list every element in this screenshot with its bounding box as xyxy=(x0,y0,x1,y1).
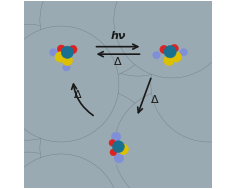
Circle shape xyxy=(111,48,234,170)
Circle shape xyxy=(114,90,230,189)
Circle shape xyxy=(114,10,236,133)
Circle shape xyxy=(67,70,72,75)
Circle shape xyxy=(111,48,234,170)
Circle shape xyxy=(160,45,168,54)
Circle shape xyxy=(85,0,208,55)
Circle shape xyxy=(114,10,236,133)
Circle shape xyxy=(180,49,187,56)
Circle shape xyxy=(115,133,119,138)
Circle shape xyxy=(57,45,65,53)
Circle shape xyxy=(114,0,230,78)
Circle shape xyxy=(4,0,127,41)
Circle shape xyxy=(171,52,181,62)
Text: Δ: Δ xyxy=(151,95,158,105)
Circle shape xyxy=(114,154,124,163)
Circle shape xyxy=(86,0,208,55)
Circle shape xyxy=(63,64,70,71)
Circle shape xyxy=(3,26,119,142)
Circle shape xyxy=(40,90,156,189)
Circle shape xyxy=(29,0,151,55)
Text: Δ: Δ xyxy=(74,90,81,99)
Text: Δ: Δ xyxy=(114,57,122,67)
Circle shape xyxy=(0,0,74,104)
Circle shape xyxy=(189,51,194,56)
Circle shape xyxy=(195,25,236,147)
Circle shape xyxy=(69,45,77,54)
Circle shape xyxy=(61,70,66,75)
Circle shape xyxy=(149,51,153,56)
Circle shape xyxy=(126,0,236,89)
Circle shape xyxy=(203,0,236,60)
Circle shape xyxy=(6,0,122,76)
Circle shape xyxy=(0,10,123,133)
Circle shape xyxy=(126,0,236,89)
Circle shape xyxy=(62,0,185,36)
Circle shape xyxy=(153,51,160,59)
Circle shape xyxy=(110,0,233,41)
Circle shape xyxy=(0,24,85,140)
Circle shape xyxy=(0,23,93,146)
Text: hν: hν xyxy=(110,31,126,41)
Circle shape xyxy=(118,130,122,135)
Circle shape xyxy=(53,74,176,189)
Circle shape xyxy=(151,57,155,61)
Circle shape xyxy=(118,158,122,162)
Circle shape xyxy=(61,46,74,58)
Circle shape xyxy=(29,0,152,55)
Circle shape xyxy=(170,44,178,53)
Circle shape xyxy=(0,0,107,64)
Circle shape xyxy=(109,139,116,146)
Circle shape xyxy=(55,52,65,62)
Circle shape xyxy=(70,67,74,71)
Circle shape xyxy=(0,10,123,133)
Circle shape xyxy=(164,55,174,66)
Circle shape xyxy=(0,25,42,147)
Circle shape xyxy=(80,88,196,189)
Circle shape xyxy=(62,55,73,66)
Circle shape xyxy=(187,48,191,52)
Circle shape xyxy=(118,144,129,155)
Circle shape xyxy=(112,131,117,135)
Circle shape xyxy=(186,54,191,58)
Circle shape xyxy=(80,0,196,76)
Circle shape xyxy=(135,59,236,182)
Circle shape xyxy=(117,24,233,140)
Circle shape xyxy=(151,26,236,142)
Circle shape xyxy=(0,59,102,182)
Circle shape xyxy=(0,0,17,6)
Circle shape xyxy=(34,76,156,189)
Circle shape xyxy=(110,149,117,156)
Circle shape xyxy=(46,48,50,52)
Circle shape xyxy=(40,0,156,78)
Circle shape xyxy=(43,51,48,56)
Circle shape xyxy=(46,54,51,58)
Circle shape xyxy=(164,46,176,58)
Circle shape xyxy=(151,154,236,189)
Circle shape xyxy=(119,160,124,165)
Circle shape xyxy=(3,154,119,189)
Circle shape xyxy=(0,152,85,189)
Circle shape xyxy=(114,160,118,164)
Circle shape xyxy=(220,0,236,6)
Circle shape xyxy=(61,74,184,189)
Circle shape xyxy=(147,54,152,59)
Circle shape xyxy=(112,141,124,153)
Circle shape xyxy=(6,88,122,189)
Circle shape xyxy=(175,101,236,189)
Circle shape xyxy=(111,132,121,141)
Circle shape xyxy=(163,0,236,104)
Circle shape xyxy=(50,49,57,56)
Circle shape xyxy=(117,152,233,189)
